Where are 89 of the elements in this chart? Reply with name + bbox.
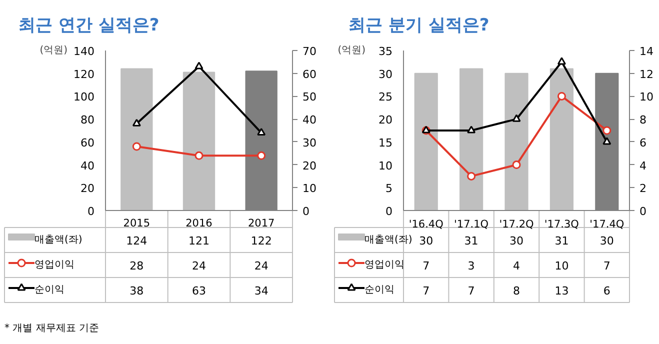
data-label: 7 [603,260,610,272]
y-tick-label: 0 [386,205,392,218]
data-label: 28 [130,260,144,272]
y2-tick-label: 4 [640,159,646,172]
data-label: 63 [192,284,206,298]
chart-title: 최근 분기 실적은? [348,16,490,36]
data-label: 122 [250,234,272,248]
data-label: 121 [188,234,210,248]
point [602,126,612,135]
legend-label: 순이익 [364,284,394,296]
y-axis-title: (억원) [338,45,366,56]
y2-tick-label: 0 [302,205,310,218]
point [512,114,521,122]
y-tick-label: 25 [378,90,393,104]
data-label: 34 [254,284,268,298]
point [602,137,612,145]
data-label: 124 [126,234,148,248]
x-tick-label: '17.3Q [544,218,579,230]
x-tick-label: '17.2Q [499,218,534,230]
point [557,57,566,65]
point [467,172,476,180]
legend-label: 매출액(좌) [364,234,412,246]
y-tick-label: 10 [378,159,393,172]
data-label: 6 [603,284,610,298]
y2-tick-label: 10 [640,90,654,104]
legend-label: 영업이익 [364,260,404,270]
data-label: 38 [130,284,144,298]
y-tick-label: 20 [80,182,95,196]
y-tick-label: 100 [74,90,95,104]
y2-tick-label: 8 [640,114,646,127]
x-tick-label: 2015 [123,218,150,230]
y2-tick-label: 0 [640,205,646,218]
chart-title: 최근 연간 실적은? [18,16,160,36]
point [132,142,141,151]
x-tick-label: 2017 [248,218,275,230]
y2-tick-label: 6 [640,136,646,150]
data-label: 13 [554,284,569,298]
point [257,151,266,160]
y-tick-label: 140 [74,45,95,58]
point [132,118,141,126]
y-tick-label: 20 [378,114,393,127]
y-tick-label: 120 [74,68,95,81]
y2-tick-label: 2 [640,182,646,196]
x-tick-label: '16.4Q [408,218,444,230]
point [257,128,266,136]
data-label: 10 [554,260,569,272]
text: * 개별 재무제표 기준 [4,323,100,334]
y2-tick-label: 40 [302,114,316,127]
y2-tick-label: 10 [302,182,316,196]
y-tick-label: 30 [378,68,393,81]
data-label: 7 [422,284,430,298]
y-tick-label: 5 [386,182,392,196]
point [194,62,204,70]
y-tick-label: 40 [80,159,95,172]
y2-tick-label: 50 [302,90,316,104]
point [467,126,476,134]
legend-label: 순이익 [34,284,64,296]
data-label: 31 [554,234,569,248]
y2-tick-label: 14 [640,45,654,58]
data-label: 24 [192,260,206,272]
point [194,151,204,160]
y2-tick-label: 12 [640,68,654,81]
data-label: 3 [468,260,475,272]
y2-tick-label: 60 [302,68,316,81]
point [512,160,521,170]
x-tick-label: '17.1Q [454,218,489,230]
data-label: 8 [513,284,520,298]
y-axis-title: (억원) [40,45,68,56]
y-tick-label: 35 [378,45,393,58]
data-label: 7 [468,284,475,298]
y2-tick-label: 70 [302,45,316,58]
point [557,92,566,100]
y-tick-label: 15 [378,136,393,150]
legend-label: 매출액(좌) [34,234,82,246]
data-label: 30 [600,234,614,248]
y-tick-label: 60 [80,136,95,150]
x-tick-label: '17.4Q [590,218,624,230]
x-tick-label: 2016 [186,218,213,230]
y-tick-label: 80 [80,114,95,127]
data-label: 4 [513,260,520,272]
data-label: 30 [510,234,524,248]
data-label: 24 [254,260,268,272]
y-tick-label: 0 [88,205,94,218]
data-label: 30 [419,234,434,248]
legend-label: 영업이익 [34,260,74,270]
y2-tick-label: 20 [302,159,316,172]
data-label: 7 [422,260,430,272]
data-label: 31 [464,234,478,248]
y2-tick-label: 30 [302,136,316,150]
